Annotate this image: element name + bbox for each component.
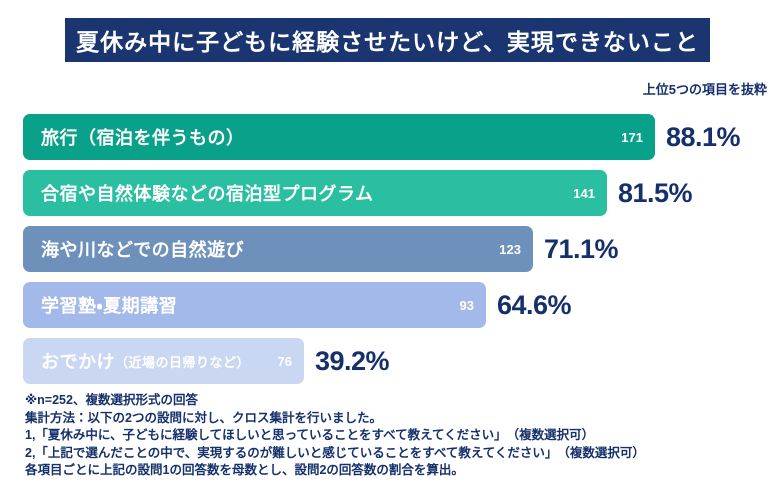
bar-percent: 39.2% bbox=[315, 345, 390, 376]
bar-outing: おでかけ （近場の日帰りなど） 76 bbox=[23, 338, 304, 384]
footnote-line: ※n=252、複数選択形式の回答 bbox=[25, 393, 198, 407]
bar-percent: 64.6% bbox=[497, 289, 572, 320]
bar-count: 93 bbox=[459, 297, 474, 313]
bar-row-camp-program: 合宿や自然体験などの宿泊型プログラム 141 81.5% bbox=[23, 170, 693, 216]
footnote-line: 1,「夏休み中に、子どもに経験してほしいと思っていることをすべて教えてください」… bbox=[25, 428, 595, 442]
footnote-line: 2,「上記で選んだことの中で、実現するのが難しいと感じていることをすべて教えてく… bbox=[25, 445, 645, 460]
top-note: 上位5つの項目を抜粋 bbox=[642, 82, 767, 97]
bar-count: 141 bbox=[573, 185, 595, 201]
chart-title: 夏休み中に子どもに経験させたいけど、実現できないこと bbox=[76, 29, 699, 55]
footnote-line: 各項目ごとに上記の設問1の回答数を母数とし、設問2の回答数の割合を算出。 bbox=[25, 463, 464, 477]
bar-count: 123 bbox=[499, 241, 521, 257]
bar-label: 学習塾・夏期講習 bbox=[41, 296, 178, 316]
footnotes: ※n=252、複数選択形式の回答 集計方法：以下の2つの設問に対し、クロス集計を… bbox=[25, 392, 765, 480]
bar-label: 海や川などでの自然遊び bbox=[41, 240, 245, 260]
bar-count: 171 bbox=[621, 129, 643, 145]
bar-row-cram-school: 学習塾・夏期講習 93 64.6% bbox=[23, 282, 572, 328]
bar-row-nature-play: 海や川などでの自然遊び 123 71.1% bbox=[23, 226, 619, 272]
bar-row-travel: 旅行（宿泊を伴うもの） 171 88.1% bbox=[23, 114, 741, 160]
bar-travel: 旅行（宿泊を伴うもの） 171 bbox=[23, 114, 655, 160]
bar-percent: 88.1% bbox=[666, 121, 741, 152]
bar-label: おでかけ （近場の日帰りなど） bbox=[41, 352, 251, 372]
bar-row-outing: おでかけ （近場の日帰りなど） 76 39.2% bbox=[23, 338, 390, 384]
chart-title-banner: 夏休み中に子どもに経験させたいけど、実現できないこと bbox=[65, 18, 710, 62]
bar-count: 76 bbox=[277, 353, 292, 369]
bar-camp-program: 合宿や自然体験などの宿泊型プログラム 141 bbox=[23, 170, 607, 216]
bar-cram-school: 学習塾・夏期講習 93 bbox=[23, 282, 486, 328]
bar-percent: 71.1% bbox=[544, 233, 619, 264]
bar-label: 合宿や自然体験などの宿泊型プログラム bbox=[41, 184, 374, 204]
bar-label: 旅行（宿泊を伴うもの） bbox=[41, 128, 245, 148]
footnote-line: 集計方法：以下の2つの設問に対し、クロス集計を行いました。 bbox=[25, 410, 382, 425]
bar-percent: 81.5% bbox=[618, 177, 693, 208]
bar-nature-play: 海や川などでの自然遊び 123 bbox=[23, 226, 533, 272]
